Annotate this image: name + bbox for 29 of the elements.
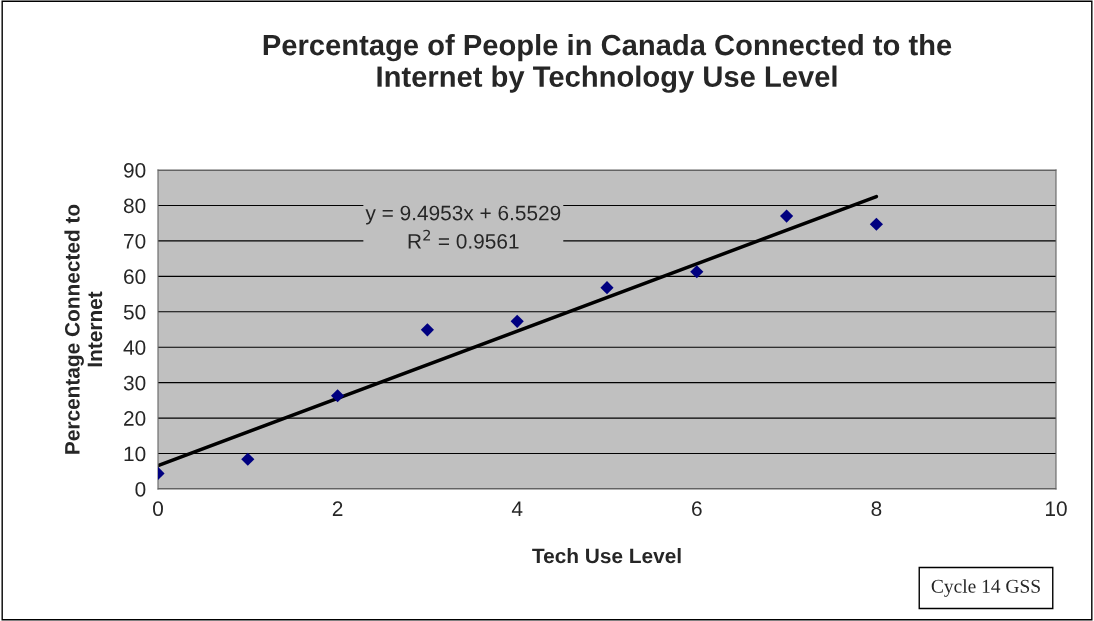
point [690, 265, 704, 279]
point [780, 209, 794, 223]
chart-title: Percentage of People in Canada Connected to the Internet by Technology Use Level [263, 33, 952, 93]
y-tick-label: 80 [123, 198, 146, 214]
text: Cycle 14 GSS [931, 579, 1040, 597]
x-axis-title: Tech Use Level [532, 548, 681, 564]
point [869, 217, 883, 231]
y-tick-label: 50 [123, 304, 146, 320]
y-tick-label: 30 [123, 375, 146, 391]
point [420, 323, 434, 337]
y-tick-label: 90 [124, 163, 146, 178]
point [241, 452, 255, 466]
point [331, 389, 345, 403]
x-tick-label: 10 [1046, 501, 1067, 517]
x-tick-label: 6 [692, 501, 702, 517]
y-tick-label: 40 [123, 340, 146, 355]
x-tick-label: 0 [153, 501, 163, 517]
y-tick-label: 10 [124, 446, 146, 462]
y-tick-label: 20 [124, 411, 146, 426]
y-tick-label: 70 [124, 233, 146, 249]
annotation: y = 9.4953x + 6.5529 R$^{2}$ = 0.9561 [365, 205, 561, 249]
point [600, 281, 614, 295]
y-axis-title: Percentage Connected to Internet [64, 204, 103, 454]
y-tick-label: 60 [124, 269, 146, 285]
y-tick-label: 0 [135, 482, 146, 497]
point [510, 314, 524, 328]
x-tick-label: 2 [332, 501, 343, 516]
x-tick-label: 4 [511, 501, 523, 516]
x-tick-label: 8 [871, 501, 882, 517]
